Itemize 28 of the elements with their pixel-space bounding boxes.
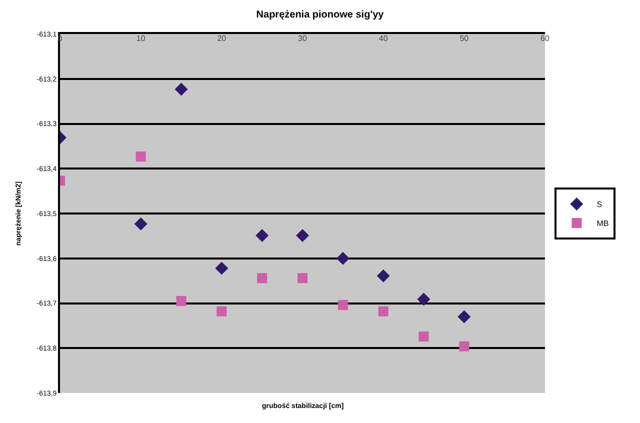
point <box>338 300 348 310</box>
point <box>417 292 430 306</box>
point <box>458 310 471 324</box>
point <box>376 269 390 282</box>
x-tick-label: 30 <box>298 34 308 43</box>
x-tick-label: 0 <box>58 34 63 43</box>
point <box>298 273 308 284</box>
legend-label: MB <box>596 219 609 228</box>
x-tick-label: 60 <box>540 34 550 43</box>
point <box>336 252 350 265</box>
point <box>216 306 227 316</box>
point <box>174 82 188 96</box>
point <box>459 341 470 352</box>
point <box>378 306 388 316</box>
point <box>136 152 146 162</box>
chart-title: Naprężenia pionowe sig'yy <box>256 10 384 21</box>
point <box>176 296 186 306</box>
point <box>134 217 148 230</box>
x-tick-label: 50 <box>460 34 470 43</box>
point <box>215 262 228 275</box>
point <box>257 273 268 284</box>
x-tick-label: 10 <box>136 34 146 43</box>
x-tick-label: 20 <box>217 34 227 43</box>
point <box>256 228 269 242</box>
point <box>296 228 309 242</box>
x-tick-label: 40 <box>378 34 388 43</box>
point <box>418 331 429 342</box>
legend-label: S <box>596 200 602 210</box>
